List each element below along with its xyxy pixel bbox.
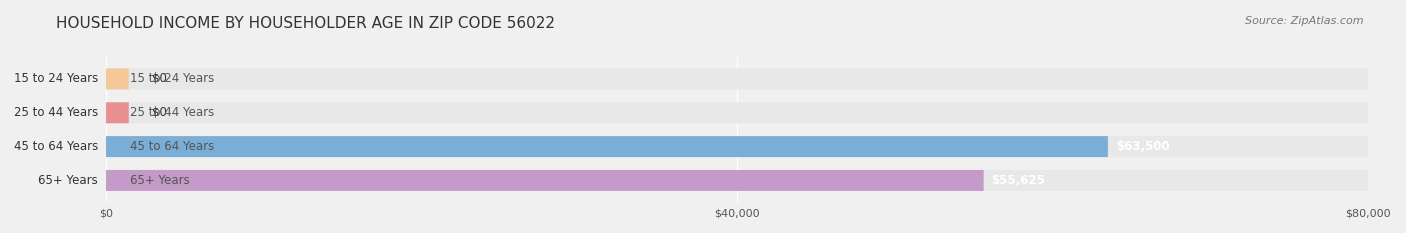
FancyBboxPatch shape xyxy=(105,69,1368,89)
Text: 65+ Years: 65+ Years xyxy=(129,174,190,187)
Text: $0: $0 xyxy=(152,106,167,119)
Text: $0: $0 xyxy=(152,72,167,86)
Text: $55,625: $55,625 xyxy=(991,174,1046,187)
FancyBboxPatch shape xyxy=(105,136,1368,157)
Text: $63,500: $63,500 xyxy=(1116,140,1170,153)
Text: Source: ZipAtlas.com: Source: ZipAtlas.com xyxy=(1246,16,1364,26)
Text: HOUSEHOLD INCOME BY HOUSEHOLDER AGE IN ZIP CODE 56022: HOUSEHOLD INCOME BY HOUSEHOLDER AGE IN Z… xyxy=(56,16,555,31)
Text: 45 to 64 Years: 45 to 64 Years xyxy=(129,140,214,153)
FancyBboxPatch shape xyxy=(105,170,984,191)
FancyBboxPatch shape xyxy=(105,102,129,123)
FancyBboxPatch shape xyxy=(105,69,129,89)
FancyBboxPatch shape xyxy=(105,102,1368,123)
Text: 15 to 24 Years: 15 to 24 Years xyxy=(14,72,98,86)
Text: 15 to 24 Years: 15 to 24 Years xyxy=(129,72,214,86)
Text: 65+ Years: 65+ Years xyxy=(38,174,98,187)
Text: 25 to 44 Years: 25 to 44 Years xyxy=(129,106,214,119)
Text: 25 to 44 Years: 25 to 44 Years xyxy=(14,106,98,119)
FancyBboxPatch shape xyxy=(105,170,1368,191)
Text: 45 to 64 Years: 45 to 64 Years xyxy=(14,140,98,153)
FancyBboxPatch shape xyxy=(105,136,1108,157)
